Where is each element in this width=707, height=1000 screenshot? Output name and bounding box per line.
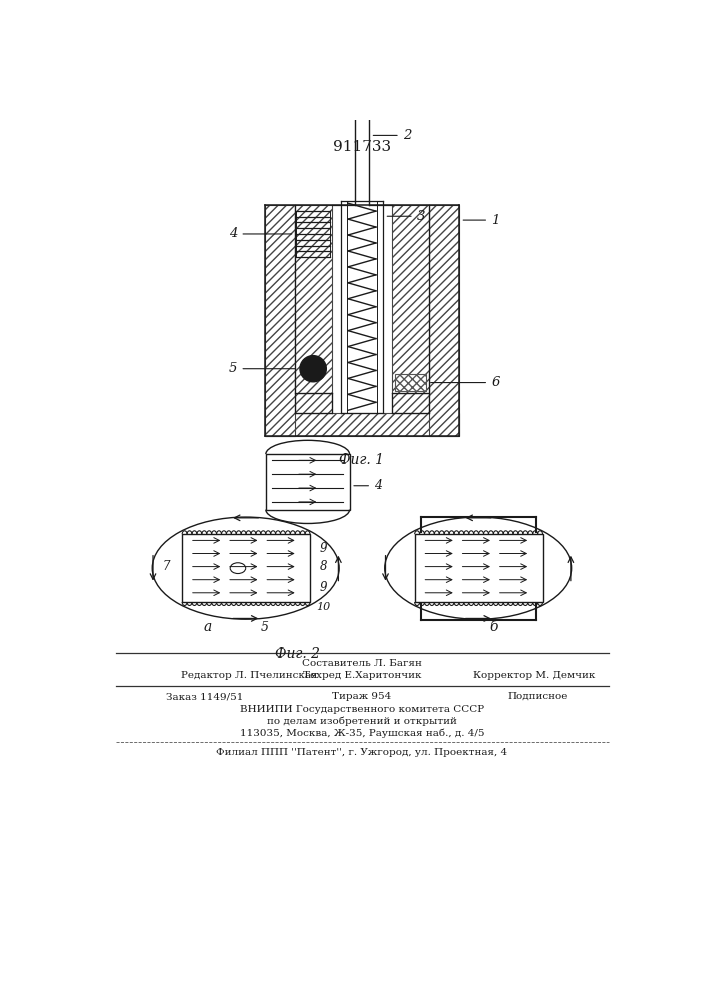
Text: 113035, Москва, Ж-35, Раушская наб., д. 4/5: 113035, Москва, Ж-35, Раушская наб., д. … (240, 728, 484, 738)
Text: 5: 5 (229, 362, 237, 375)
Text: Тираж 954: Тираж 954 (332, 692, 392, 701)
Text: 1: 1 (491, 214, 500, 227)
Text: 2: 2 (403, 129, 411, 142)
Text: Филиал ППП ''Патент'', г. Ужгород, ул. Проектная, 4: Филиал ППП ''Патент'', г. Ужгород, ул. П… (216, 748, 508, 757)
Text: Фиг. 2: Фиг. 2 (275, 647, 320, 661)
Bar (182, 534, 310, 602)
Text: б: б (490, 620, 498, 634)
Text: ВНИИПИ Государственного комитета СССР: ВНИИПИ Государственного комитета СССР (240, 705, 484, 714)
Polygon shape (295, 205, 332, 393)
Polygon shape (295, 393, 332, 413)
Text: 4: 4 (229, 227, 237, 240)
Text: Фиг. 1: Фиг. 1 (339, 453, 385, 467)
Text: по делам изобретений и открытий: по делам изобретений и открытий (267, 717, 457, 726)
Text: 7: 7 (163, 560, 170, 573)
Text: Корректор М. Демчик: Корректор М. Демчик (473, 671, 595, 680)
Bar (266, 454, 349, 510)
Text: 5: 5 (261, 621, 269, 634)
Bar (395, 374, 426, 391)
Polygon shape (265, 413, 459, 436)
Text: 9: 9 (320, 581, 327, 594)
Text: 6: 6 (491, 376, 500, 389)
Circle shape (300, 356, 327, 382)
Polygon shape (265, 205, 295, 436)
Text: Подписное: Подписное (508, 692, 568, 701)
Text: а: а (203, 620, 211, 634)
Text: Техред Е.Харитончик: Техред Е.Харитончик (303, 671, 421, 680)
Polygon shape (392, 393, 429, 413)
Text: 3: 3 (417, 210, 426, 223)
Text: 8: 8 (320, 560, 327, 573)
Text: 4: 4 (374, 479, 382, 492)
Polygon shape (392, 205, 429, 393)
Bar (414, 534, 542, 602)
Polygon shape (429, 205, 459, 436)
Text: Заказ 1149/51: Заказ 1149/51 (166, 692, 243, 701)
Text: 10: 10 (316, 602, 330, 612)
Text: Составитель Л. Багян: Составитель Л. Багян (302, 659, 422, 668)
Text: 911733: 911733 (333, 140, 391, 154)
Text: 9: 9 (320, 542, 327, 555)
Text: Редактор Л. Пчелинская: Редактор Л. Пчелинская (182, 671, 318, 680)
